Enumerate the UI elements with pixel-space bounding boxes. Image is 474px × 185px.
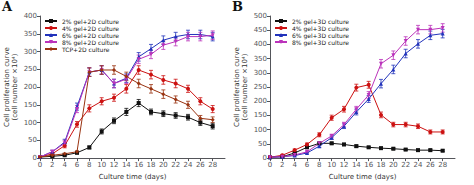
svg-text:16: 16 xyxy=(134,161,143,169)
svg-text:350: 350 xyxy=(24,30,37,38)
svg-text:300: 300 xyxy=(254,69,267,77)
svg-text:14: 14 xyxy=(352,161,361,169)
svg-text:400: 400 xyxy=(254,40,267,48)
svg-text:2% gel+2D culture: 2% gel+2D culture xyxy=(62,17,119,25)
svg-text:2: 2 xyxy=(280,161,284,169)
svg-text:8% gel+2D culture: 8% gel+2D culture xyxy=(62,38,119,46)
svg-text:100: 100 xyxy=(254,126,267,134)
svg-text:4% gel+3D culture: 4% gel+3D culture xyxy=(292,24,349,32)
svg-text:10: 10 xyxy=(97,161,106,169)
svg-text:200: 200 xyxy=(24,83,37,91)
svg-text:26: 26 xyxy=(196,161,205,169)
svg-text:18: 18 xyxy=(147,161,156,169)
svg-text:200: 200 xyxy=(254,97,267,105)
svg-text:50: 50 xyxy=(258,140,267,148)
svg-text:0: 0 xyxy=(263,154,267,162)
svg-text:22: 22 xyxy=(401,161,410,169)
svg-text:4: 4 xyxy=(62,161,67,169)
svg-text:B: B xyxy=(232,0,243,14)
svg-text:350: 350 xyxy=(254,55,267,63)
svg-text:8% gel+3D culture: 8% gel+3D culture xyxy=(292,39,349,47)
svg-text:TCP+2D culture: TCP+2D culture xyxy=(61,46,110,53)
svg-text:4% gel+2D culture: 4% gel+2D culture xyxy=(62,24,119,32)
svg-text:Culture time (days): Culture time (days) xyxy=(99,173,167,181)
svg-text:250: 250 xyxy=(254,83,267,91)
svg-text:Cell proliferation curve: Cell proliferation curve xyxy=(233,47,241,127)
svg-text:20: 20 xyxy=(159,161,168,169)
svg-text:8: 8 xyxy=(317,161,321,169)
svg-text:A: A xyxy=(1,0,13,14)
svg-text:2% gel+3D culture: 2% gel+3D culture xyxy=(292,17,349,25)
svg-text:6: 6 xyxy=(305,161,310,169)
svg-text:0: 0 xyxy=(268,161,272,169)
svg-text:20: 20 xyxy=(389,161,398,169)
svg-text:22: 22 xyxy=(171,161,180,169)
svg-text:12: 12 xyxy=(110,161,119,169)
svg-text:6% gel+2D culture: 6% gel+2D culture xyxy=(62,31,119,39)
svg-text:(cell number ×10⁴): (cell number ×10⁴) xyxy=(241,53,249,120)
svg-text:12: 12 xyxy=(340,161,349,169)
svg-text:250: 250 xyxy=(24,65,37,73)
svg-text:500: 500 xyxy=(254,12,267,20)
svg-text:18: 18 xyxy=(377,161,386,169)
svg-text:Cell proliferation curve: Cell proliferation curve xyxy=(3,47,11,127)
svg-text:8: 8 xyxy=(87,161,91,169)
svg-text:16: 16 xyxy=(364,161,373,169)
svg-text:4: 4 xyxy=(292,161,297,169)
svg-text:300: 300 xyxy=(24,48,37,56)
svg-text:10: 10 xyxy=(327,161,336,169)
svg-text:400: 400 xyxy=(24,12,37,20)
svg-text:150: 150 xyxy=(254,111,267,119)
svg-text:28: 28 xyxy=(438,161,447,169)
svg-text:24: 24 xyxy=(184,161,193,169)
svg-text:100: 100 xyxy=(24,119,37,127)
svg-text:24: 24 xyxy=(414,161,423,169)
svg-text:2: 2 xyxy=(50,161,54,169)
svg-text:26: 26 xyxy=(426,161,435,169)
svg-text:50: 50 xyxy=(28,136,37,144)
svg-text:450: 450 xyxy=(254,26,267,34)
svg-text:150: 150 xyxy=(24,101,37,109)
svg-text:14: 14 xyxy=(122,161,131,169)
svg-text:28: 28 xyxy=(208,161,217,169)
svg-text:0: 0 xyxy=(38,161,42,169)
svg-text:6% gel+3D culture: 6% gel+3D culture xyxy=(292,31,349,39)
svg-text:0: 0 xyxy=(33,154,37,162)
svg-text:Culture time (days): Culture time (days) xyxy=(329,173,397,181)
svg-text:6: 6 xyxy=(75,161,80,169)
svg-text:(cell number ×10⁴): (cell number ×10⁴) xyxy=(11,53,19,120)
